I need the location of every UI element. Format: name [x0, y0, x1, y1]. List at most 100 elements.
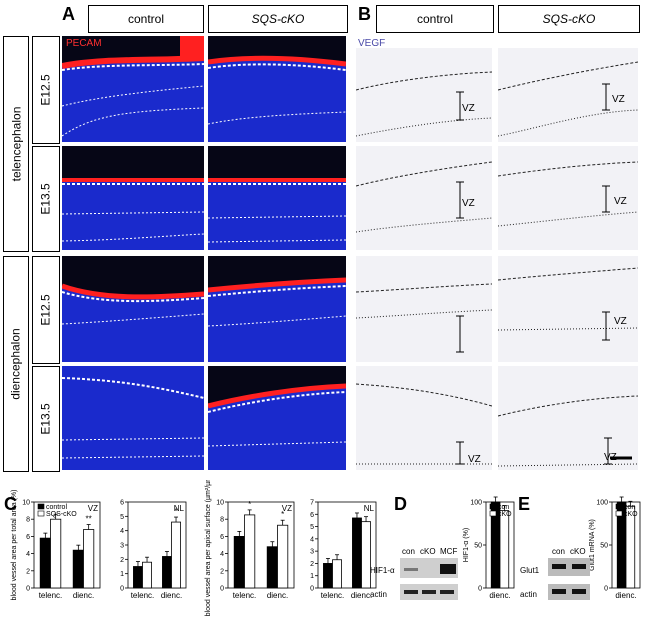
y-axis-label: blood vessel area per apical surface (µm… [205, 480, 212, 616]
y-tick-label: 0 [478, 586, 482, 593]
x-category-label: dienc. [267, 591, 288, 600]
significance-mark: * [248, 500, 251, 509]
y-tick-label: 6 [120, 500, 124, 507]
legend-label: con [498, 504, 509, 511]
panel-letter-e: E [518, 494, 531, 514]
region-label-telencephalon: telencephalon [3, 36, 29, 252]
bar [361, 521, 371, 589]
pecam-image-dien-e125-control [62, 256, 204, 362]
chart-frame [317, 501, 377, 589]
pecam-image-tel-e135-control [62, 146, 204, 250]
blot-e-actin-gel [548, 584, 590, 600]
legend-swatch [37, 503, 45, 510]
blot-d-row-hif: HIF1-α [370, 566, 395, 575]
x-category-label: dienc. [73, 591, 94, 600]
bar [171, 521, 181, 589]
y-tick-label: 2 [310, 561, 314, 568]
legend-swatch [615, 503, 623, 510]
vegf-image-tel-e135-ko [498, 146, 638, 250]
pecam-image-dien-e135-control [62, 366, 204, 470]
vz-label: VZ [614, 196, 627, 207]
legend-swatch [615, 510, 623, 517]
blot-d-actin-gel [400, 584, 458, 600]
y-tick-label: 6 [220, 534, 224, 541]
y-tick-label: 0 [310, 586, 314, 593]
y-tick-label: 0 [220, 586, 224, 593]
vegf-image-dien-e125-control [356, 256, 492, 362]
chart-region-label: VZ [282, 504, 292, 513]
blot-d-lane-mcf: MCF [440, 547, 458, 556]
y-tick-label: 100 [596, 500, 608, 507]
bar [266, 546, 278, 589]
y-tick-label: 50 [474, 543, 482, 550]
vz-label: VZ [614, 316, 627, 327]
y-axis-label: HIF1-α (%) [463, 528, 470, 562]
col-header-ko-b: SQS-cKO [498, 5, 640, 33]
y-tick-label: 5 [120, 514, 124, 521]
x-category-label: telenc. [233, 591, 257, 600]
y-tick-label: 0 [604, 586, 608, 593]
vegf-image-tel-e125-ko [498, 48, 638, 142]
y-tick-label: 7 [310, 500, 314, 507]
stage-label-tel-e125: E12.5 [32, 36, 60, 144]
legend-label: cKO [498, 511, 512, 518]
x-category-label: dienc. [161, 591, 182, 600]
bar [162, 556, 172, 589]
legend-label: con [624, 504, 635, 511]
pecam-image-dien-e125-ko [208, 256, 346, 362]
significance-mark: * [281, 510, 284, 519]
stage-label-tel-e135: E13.5 [32, 146, 60, 252]
y-tick-label: 8 [26, 517, 30, 524]
vegf-image-tel-e125-control [356, 48, 492, 142]
col-header-control-a: control [88, 5, 204, 33]
x-category-label: dienc. [615, 591, 636, 600]
y-axis-label: Glut1 mRNA (%) [589, 519, 596, 571]
vegf-image-dien-e135-ko [498, 366, 638, 470]
panel-letter-a: A [62, 4, 75, 24]
significance-mark: ** [86, 515, 92, 524]
y-tick-label: 10 [22, 500, 30, 507]
blot-d-lane-cko: cKO [420, 547, 436, 556]
y-tick-label: 2 [26, 568, 30, 575]
y-tick-label: 3 [120, 543, 124, 550]
region-label-diencephalon: diencephalon [3, 256, 29, 472]
bar [352, 517, 362, 589]
bar [323, 563, 333, 589]
stage-label-dien-e125: E12.5 [32, 256, 60, 364]
vz-label: VZ [604, 452, 617, 463]
y-tick-label: 5 [310, 524, 314, 531]
pecam-image-tel-e135-ko [208, 146, 346, 250]
y-tick-label: 2 [220, 568, 224, 575]
x-category-label: dienc. [351, 591, 372, 600]
y-tick-label: 4 [220, 551, 224, 558]
vegf-image-dien-e125-ko [498, 256, 638, 362]
vz-label: VZ [468, 454, 481, 465]
y-tick-label: 3 [310, 549, 314, 556]
pecam-image-tel-e125-control [62, 36, 204, 142]
y-tick-label: 0 [120, 586, 124, 593]
chart-region-label: NL [364, 504, 375, 513]
bar [83, 529, 95, 589]
vegf-image-tel-e135-control [356, 146, 492, 250]
x-category-label: telenc. [321, 591, 345, 600]
vz-label: VZ [462, 103, 475, 114]
y-tick-label: 0 [26, 586, 30, 593]
bar [625, 505, 636, 589]
blot-d-lane-con: con [402, 547, 415, 556]
x-category-label: telenc. [39, 591, 63, 600]
blot-e-row-actin: actin [520, 590, 537, 599]
y-tick-label: 4 [310, 536, 314, 543]
blot-e-glut1-gel [548, 558, 590, 576]
bar [39, 537, 51, 589]
bar [244, 514, 256, 589]
blot-e-lane-cko: cKO [570, 547, 586, 556]
legend-swatch [489, 503, 497, 510]
y-axis-label: blood vessel area per total area (%) [11, 490, 18, 601]
chart-region-label: VZ [88, 504, 98, 513]
col-header-ko-a: SQS-cKO [208, 5, 348, 33]
bar [332, 559, 342, 589]
vegf-label: VEGF [358, 38, 386, 49]
bar [277, 524, 289, 589]
chart-region-label: NL [174, 504, 185, 513]
y-tick-label: 6 [310, 512, 314, 519]
